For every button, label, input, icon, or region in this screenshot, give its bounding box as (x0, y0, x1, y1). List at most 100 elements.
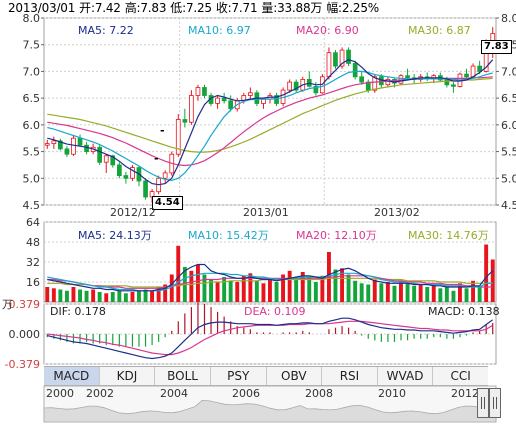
navigator-left-handle[interactable] (477, 388, 489, 418)
candle-body (71, 137, 76, 155)
candle-body (175, 119, 181, 155)
volume-bar (438, 288, 443, 303)
volume-bar (163, 284, 168, 302)
price-axis-label-right: 6.5 (501, 92, 516, 105)
volume-bar (346, 274, 351, 302)
volume-bar (392, 285, 397, 303)
volume-bar (477, 285, 482, 303)
low-price-badge: 4.54 (152, 196, 183, 210)
tab-boll[interactable]: BOLL (154, 367, 210, 385)
volume-bar (490, 259, 495, 302)
candle-body (293, 81, 299, 91)
volume-bar (202, 274, 207, 302)
volume-bar (412, 285, 417, 303)
volume-bar (130, 292, 135, 302)
tab-cci[interactable]: CCI (432, 367, 488, 385)
candle-body (130, 167, 135, 179)
volume-bar (156, 287, 161, 302)
volume-bar (123, 293, 128, 303)
navigator-year: 2006 (232, 387, 260, 400)
price-axis-label-right: 4.5 (501, 199, 516, 212)
volume-bar (228, 280, 233, 303)
volume-bar (471, 280, 475, 303)
volume-ma5-label: MA5: 24.13万 (78, 229, 152, 242)
macd-axis-label: 0.000 (9, 328, 41, 341)
volume-bar (110, 292, 115, 302)
tab-obv[interactable]: OBV (265, 367, 322, 385)
volume-bar (281, 274, 285, 302)
volume-bar (137, 290, 141, 303)
volume-bar (372, 279, 377, 302)
quote-header: 2013/03/01 开:7.42 高:7.83 低:7.25 收:7.71 量:33.8… (8, 0, 513, 16)
candle-body (51, 140, 57, 144)
candle-body (385, 79, 391, 86)
volume-axis-label: 48 (26, 236, 40, 249)
date-label-2013-01: 2013/01 (243, 206, 289, 219)
volume-bar (451, 290, 456, 303)
price-axis-label-left: 7.5 (23, 39, 41, 52)
volume-bar (71, 287, 76, 302)
volume-bar (458, 283, 462, 303)
volume-bar (359, 283, 364, 303)
price-axis-label-right: 5.5 (501, 146, 516, 159)
macd-axis-label: -0.379 (5, 358, 40, 371)
volume-bar (235, 282, 240, 302)
candle-body (195, 87, 201, 96)
candle-body (58, 140, 63, 150)
price-ma30-line (47, 77, 493, 153)
volume-bar (300, 272, 305, 302)
candle-body (477, 65, 483, 72)
navigator-year: 2000 (46, 387, 74, 400)
price-axis-label-left: 6.0 (23, 119, 41, 132)
candle-body (339, 49, 345, 67)
quote-low: 低:7.25 (170, 1, 212, 15)
tab-wvad[interactable]: WVAD (376, 367, 433, 385)
volume-axis-label: 64 (26, 216, 40, 229)
volume-bar (405, 283, 410, 303)
price-axis-label-left: 5.0 (23, 172, 41, 185)
volume-bar (91, 289, 96, 302)
volume-bar (464, 288, 469, 303)
candle-body (123, 175, 129, 179)
volume-bar (484, 244, 489, 302)
volume-ma5-line (47, 263, 494, 292)
volume-bar (307, 277, 312, 302)
date-label-2012-12: 2012/12 (110, 206, 156, 219)
volume-unit-label: 万 (2, 298, 13, 311)
price-axis-label-left: 4.5 (23, 199, 41, 212)
price-ma30-label: MA30: 6.87 (408, 24, 471, 37)
tab-psy[interactable]: PSY (209, 367, 266, 385)
volume-bar (261, 283, 266, 303)
volume-bar (222, 277, 227, 302)
volume-bar (353, 280, 358, 303)
volume-bar (65, 290, 69, 303)
price-axis-label-right: 7.0 (501, 65, 516, 78)
volume-bar (333, 269, 338, 302)
navigator-year: 2004 (160, 387, 188, 400)
candle-body (64, 148, 70, 155)
price-axis-label-right: 5.0 (501, 172, 516, 185)
macd-dea-line (47, 320, 494, 356)
candle-body (103, 155, 109, 163)
quote-volume: 量:33.88万 (261, 1, 323, 15)
tab-kdj[interactable]: KDJ (98, 367, 155, 385)
macd-dif-label: DIF: 0.178 (50, 305, 106, 318)
tab-macd[interactable]: MACD (44, 367, 99, 385)
candle-body (182, 119, 188, 123)
macd-dif-line (47, 317, 494, 360)
volume-axis-label: 32 (26, 256, 40, 269)
candle-body (143, 180, 148, 198)
candle-body (117, 164, 122, 176)
candle-body (444, 79, 450, 86)
candle-body (470, 65, 476, 78)
navigator-right-handle[interactable] (489, 388, 501, 418)
macd-axis-label: 0.379 (9, 298, 41, 311)
tab-rsi[interactable]: RSI (321, 367, 377, 385)
navigator-year: 2002 (86, 387, 114, 400)
volume-bar (294, 278, 299, 303)
candle-body (464, 73, 469, 78)
macd-value-label: MACD: 0.138 (428, 305, 500, 318)
candle-body (274, 95, 279, 104)
volume-bar (143, 289, 148, 302)
